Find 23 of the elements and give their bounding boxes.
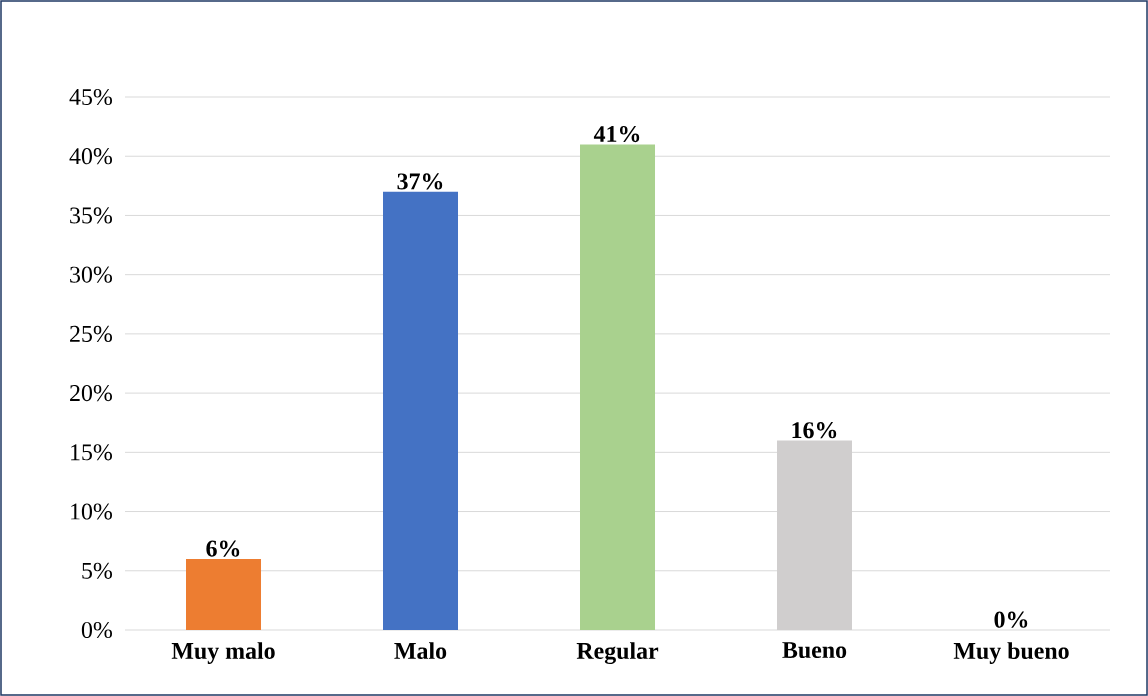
y-tick-label: 35% [70,207,113,224]
x-tick-label: Bueno [782,642,847,659]
bar [383,191,458,630]
y-tick-label: 10% [71,503,113,520]
bar [580,144,656,630]
y-tick-label: 15% [71,444,113,461]
y-tick-label: 40% [69,148,113,165]
data-label: 37% [397,173,443,190]
x-tick-label: Regular [576,642,659,665]
y-tick-label: 45% [69,88,113,106]
bar [186,558,261,630]
y-tick-label: 0% [81,621,113,639]
data-label: 0% [994,611,1028,628]
y-tick-label: 5% [82,562,113,579]
y-tick-label: 25% [70,325,113,342]
y-tick-label: 20% [70,385,113,402]
x-tick-label: Malo [394,642,447,659]
y-tick-label: 30% [70,266,113,283]
x-tick-label: Muy malo [171,642,275,664]
data-label: 16% [792,422,837,439]
data-label: 41% [593,125,640,143]
x-tick-label: Muy bueno [953,642,1069,664]
data-label: 6% [206,540,240,557]
